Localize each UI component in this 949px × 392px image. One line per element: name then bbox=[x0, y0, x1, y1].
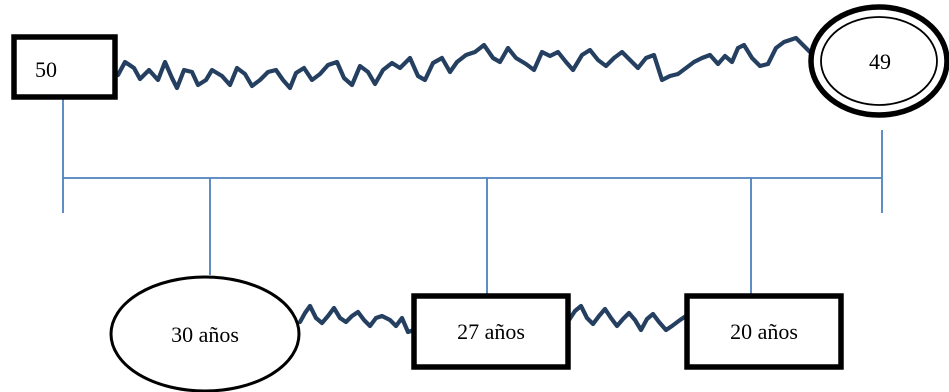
mother-inner-circle bbox=[820, 16, 938, 106]
child-1-age-label: 30 años bbox=[171, 322, 239, 347]
mother-outer-circle bbox=[808, 4, 949, 118]
father-node: 50 bbox=[11, 34, 118, 100]
child-3-node: 20 años bbox=[684, 293, 844, 370]
conflict-lines bbox=[115, 35, 813, 335]
mother-node: 49 bbox=[808, 4, 949, 118]
child-3-age-label: 20 años bbox=[730, 319, 798, 344]
child-1-2-conflict-line bbox=[297, 303, 417, 335]
father-square bbox=[11, 34, 118, 100]
child-1-node: 30 años bbox=[109, 275, 301, 392]
child-3-square bbox=[684, 293, 844, 370]
child-2-age-label: 27 años bbox=[457, 319, 525, 344]
child-2-3-conflict-line bbox=[566, 303, 689, 333]
child-2-square bbox=[411, 293, 571, 370]
mother-age-label: 49 bbox=[869, 49, 891, 74]
child-2-node: 27 años bbox=[411, 293, 571, 370]
descent-lines bbox=[62, 98, 883, 294]
child-1-circle bbox=[109, 275, 301, 392]
father-age-label: 50 bbox=[35, 57, 57, 82]
parents-conflict-line bbox=[115, 35, 813, 91]
